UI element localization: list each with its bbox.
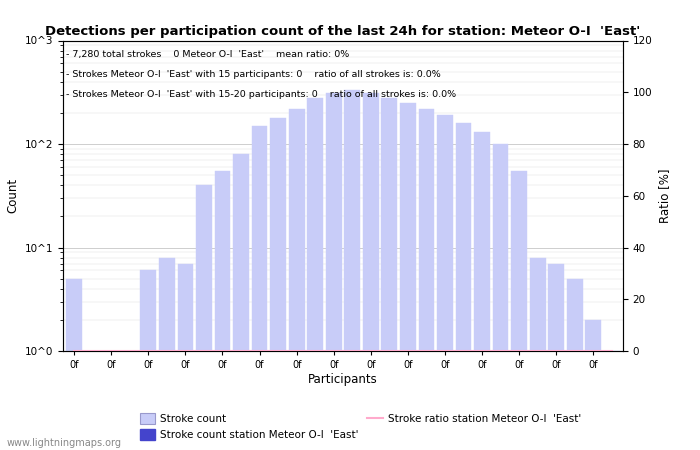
Y-axis label: Ratio [%]: Ratio [%] [658, 168, 671, 223]
Title: Detections per participation count of the last 24h for station: Meteor O-I  'Eas: Detections per participation count of th… [46, 25, 641, 38]
Bar [585, 320, 601, 450]
Legend: Stroke count, Stroke count station Meteor O-I  'East', Stroke ratio station Mete: Stroke count, Stroke count station Meteo… [135, 409, 585, 444]
Text: - Strokes Meteor O-I  'East' with 15-20 participants: 0    ratio of all strokes : - Strokes Meteor O-I 'East' with 15-20 p… [66, 90, 456, 99]
Bar [530, 257, 545, 450]
Bar [437, 115, 453, 450]
Bar [104, 351, 119, 450]
Text: www.lightningmaps.org: www.lightningmaps.org [7, 438, 122, 448]
Bar [66, 279, 82, 450]
Bar [307, 98, 323, 450]
Bar [178, 264, 193, 450]
Bar [548, 264, 564, 450]
Bar [382, 98, 397, 450]
Bar [270, 117, 286, 450]
Bar [215, 171, 230, 450]
Bar [326, 93, 342, 450]
Text: - 7,280 total strokes    0 Meteor O-I  'East'    mean ratio: 0%: - 7,280 total strokes 0 Meteor O-I 'East… [66, 50, 349, 59]
Bar [344, 90, 360, 450]
Bar [474, 132, 490, 450]
Bar [196, 185, 212, 450]
Bar [289, 108, 304, 450]
Bar [456, 123, 471, 450]
Bar [419, 108, 434, 450]
Bar [159, 257, 175, 450]
Bar [363, 93, 379, 450]
Bar [604, 351, 620, 450]
Bar [493, 144, 508, 450]
X-axis label: Participants: Participants [308, 373, 378, 386]
Bar [122, 351, 138, 450]
Bar [85, 351, 101, 450]
Bar [400, 103, 416, 450]
Y-axis label: Count: Count [6, 178, 19, 213]
Bar [252, 126, 267, 450]
Bar [511, 171, 527, 450]
Bar [233, 154, 249, 450]
Bar [141, 270, 156, 450]
Text: - Strokes Meteor O-I  'East' with 15 participants: 0    ratio of all strokes is:: - Strokes Meteor O-I 'East' with 15 part… [66, 70, 440, 79]
Bar [567, 279, 582, 450]
